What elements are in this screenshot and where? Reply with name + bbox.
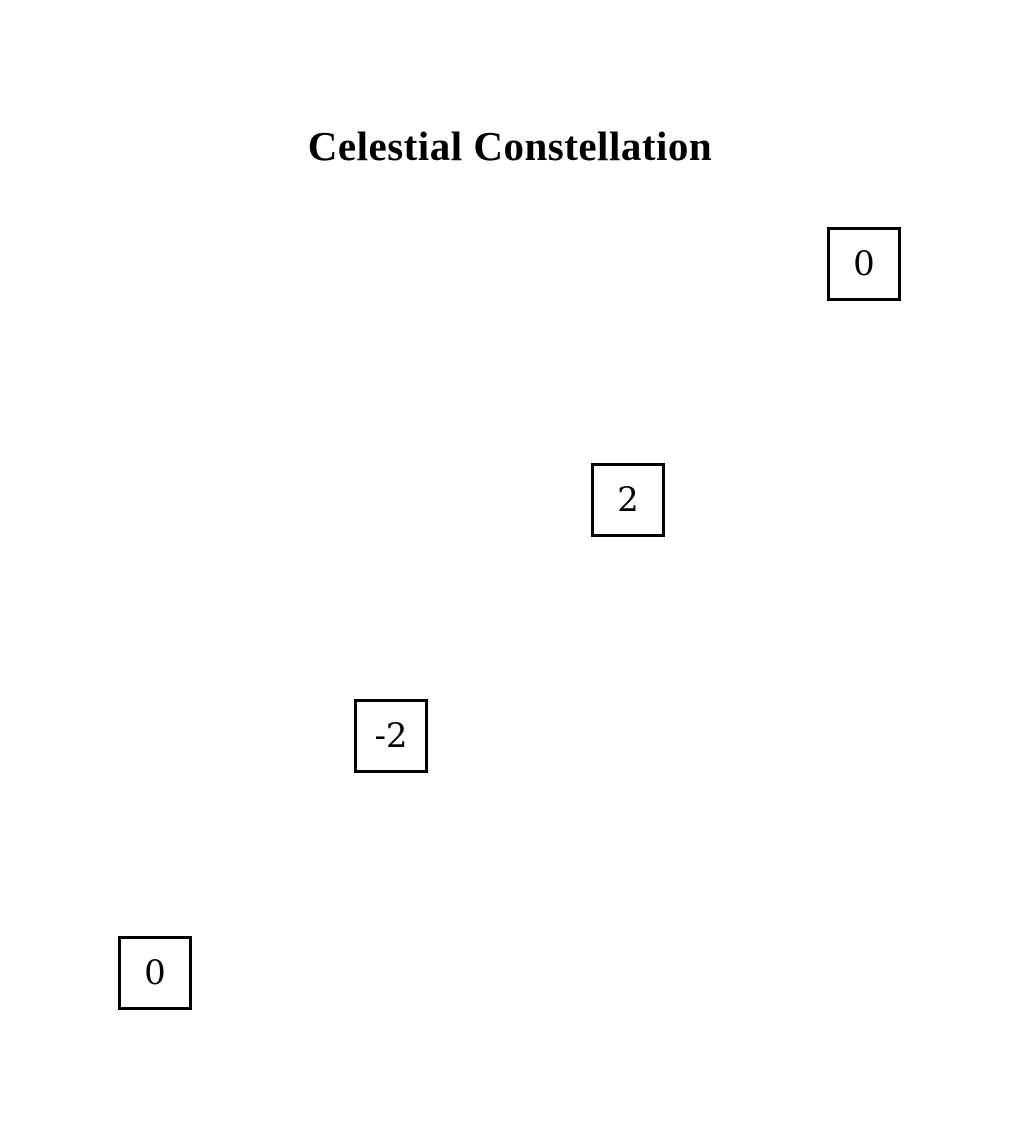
node-label: 0 <box>853 244 875 284</box>
node-box: 0 <box>827 227 901 301</box>
diagram-title: Celestial Constellation <box>307 123 713 169</box>
node-label: 0 <box>144 953 166 993</box>
node-box: -2 <box>354 699 428 773</box>
node-label: 2 <box>617 480 639 520</box>
node-label: -2 <box>374 716 408 756</box>
node-box: 0 <box>118 936 192 1010</box>
node-box: 2 <box>591 463 665 537</box>
